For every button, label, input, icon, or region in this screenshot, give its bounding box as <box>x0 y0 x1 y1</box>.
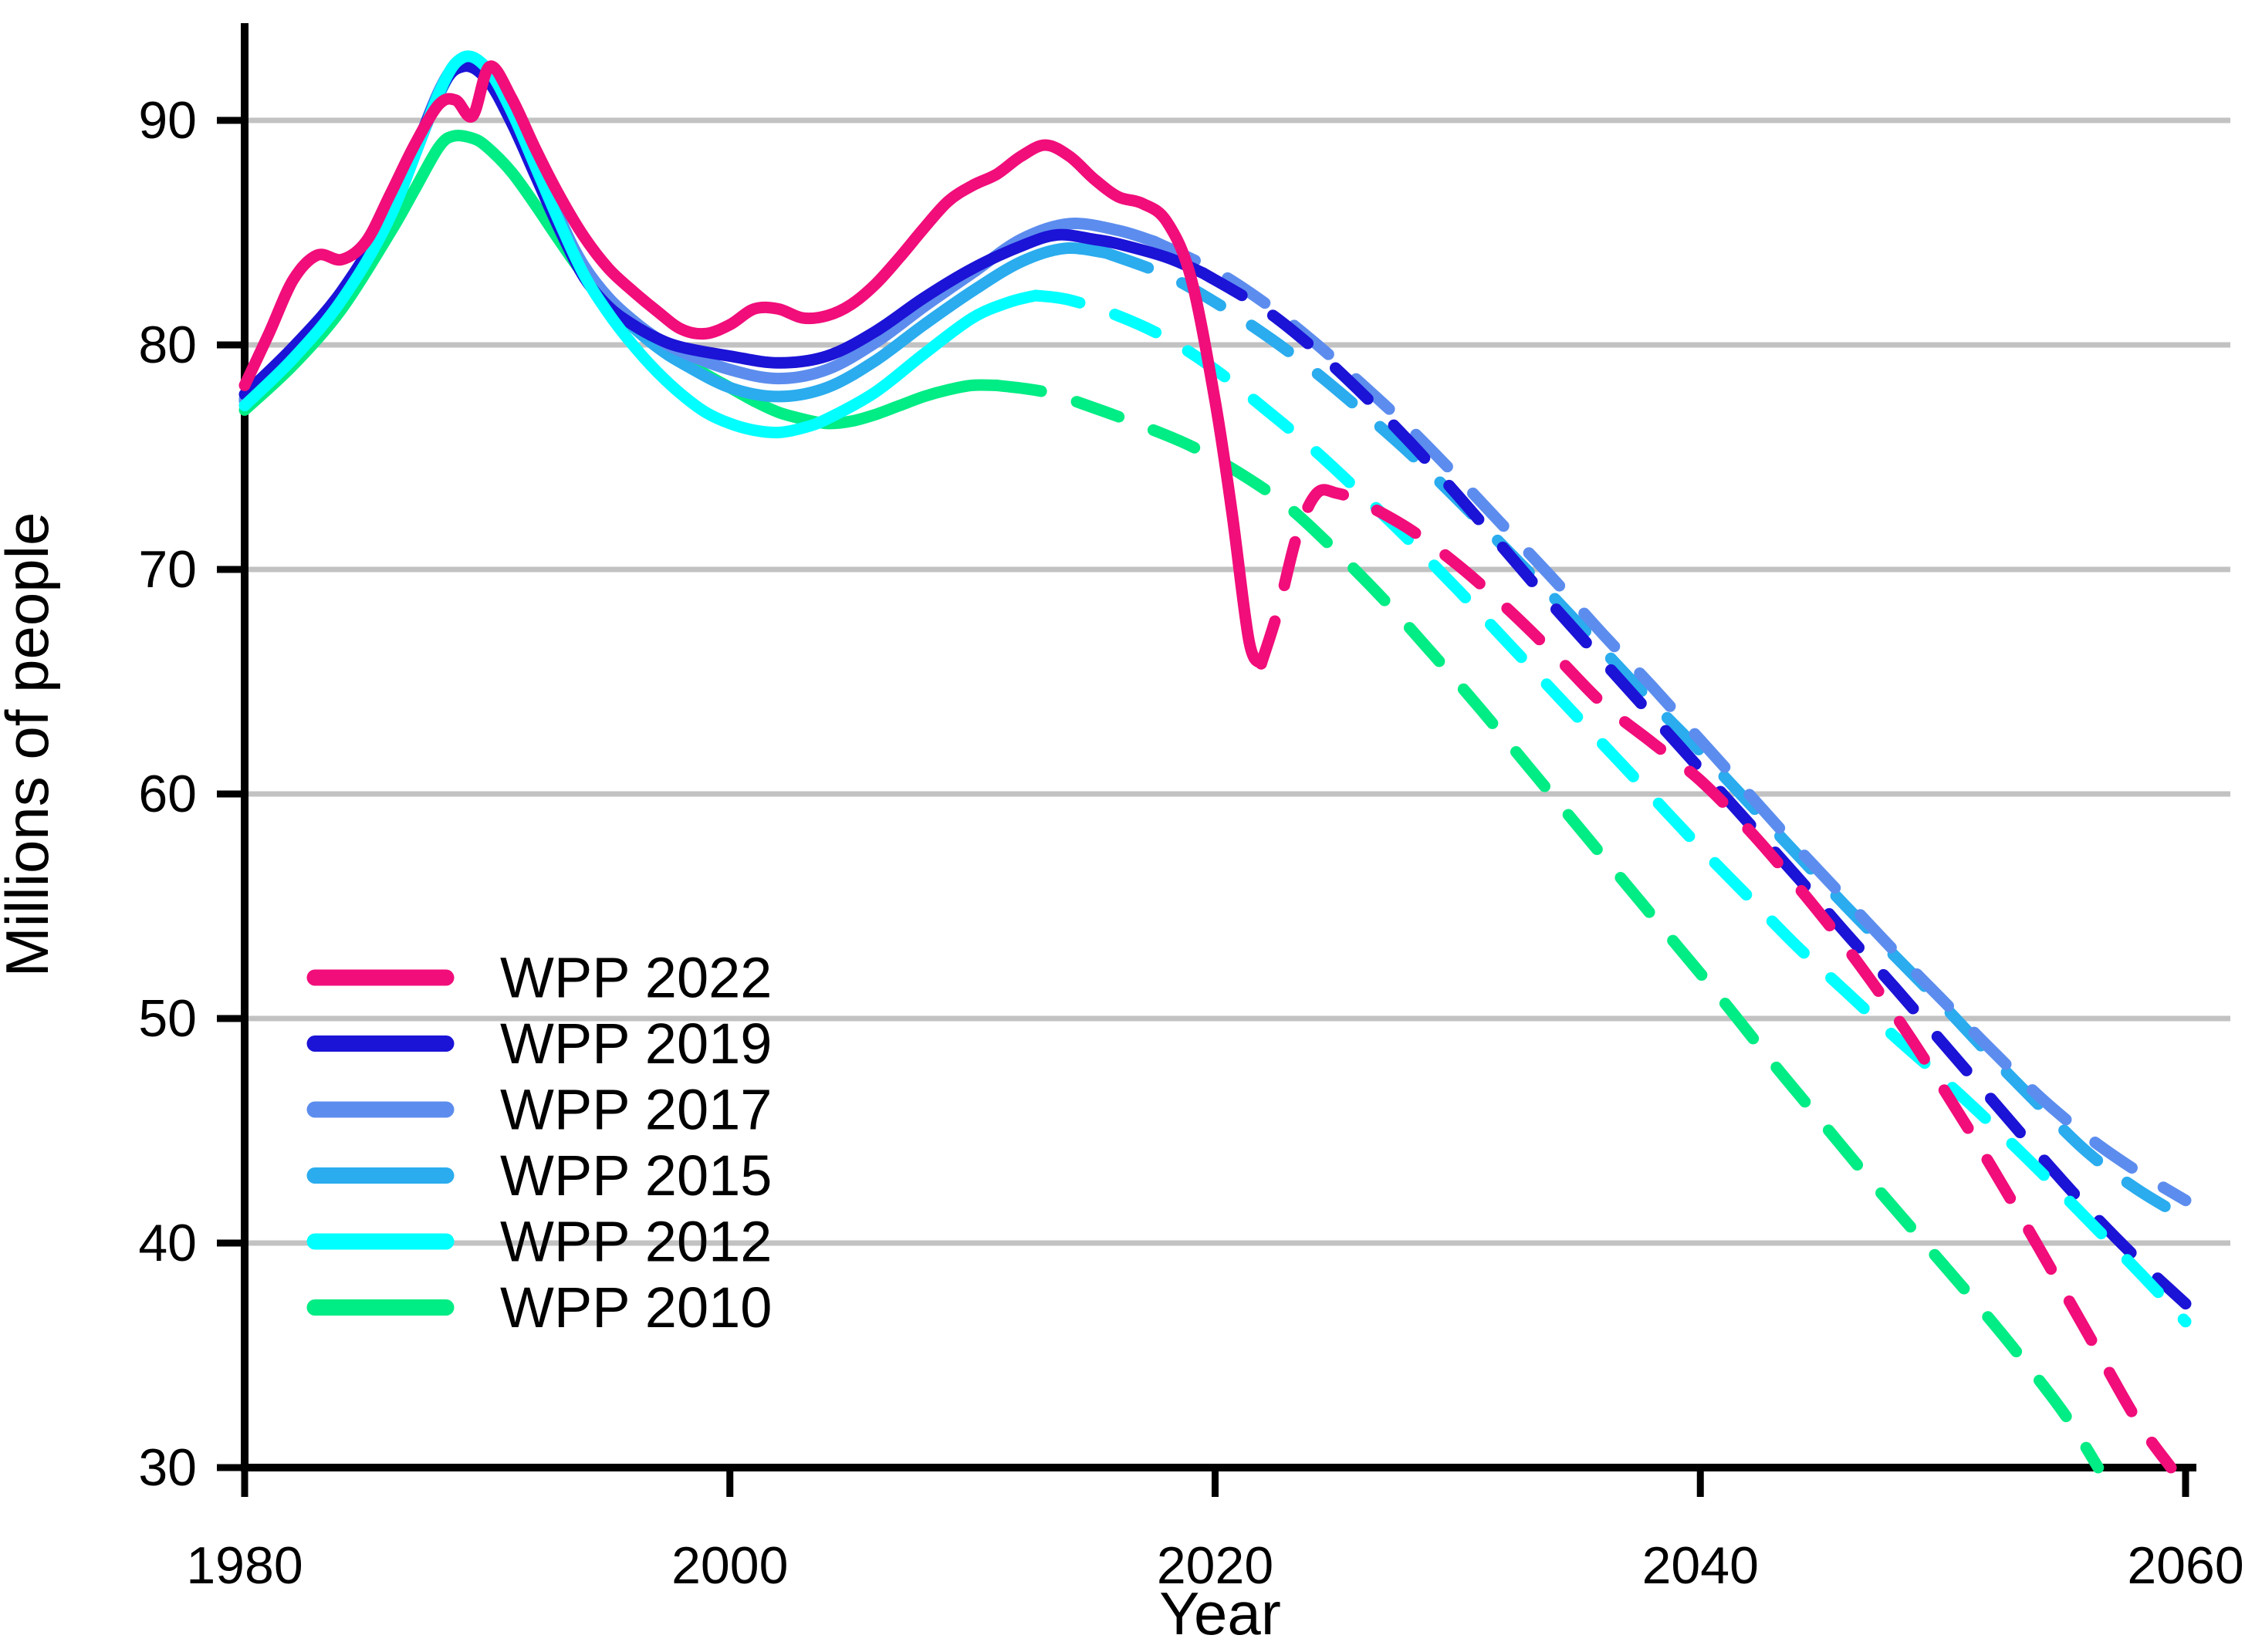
y-tick-label-90: 90 <box>138 91 197 150</box>
x-tick-label-1980: 1980 <box>186 1536 303 1595</box>
y-tick-label-70: 70 <box>138 540 197 599</box>
x-tick-label-2000: 2000 <box>671 1536 788 1595</box>
legend-label-wpp-2019: WPP 2019 <box>500 1012 772 1076</box>
series-lines <box>238 50 2192 1474</box>
x-tick-label-2040: 2040 <box>1642 1536 1759 1595</box>
y-tick-label-50: 50 <box>138 989 197 1048</box>
y-axis-title: Millions of people <box>0 512 61 978</box>
legend-item-wpp-2017: WPP 2017 <box>306 1078 772 1142</box>
series-wpp-2010-projection <box>991 379 2105 1474</box>
series-wpp-2017-projection <box>1148 235 2192 1207</box>
x-axis-title: Year <box>1159 1579 1281 1647</box>
axes: 30 40 50 60 70 80 90 1980 2000 2020 2040 2060 <box>138 23 2244 1595</box>
x-tick-label-2060: 2060 <box>2127 1536 2243 1595</box>
legend-label-wpp-2015: WPP 2015 <box>500 1144 772 1208</box>
series-wpp-2022-projection <box>1255 484 2177 1474</box>
legend-item-wpp-2010: WPP 2010 <box>306 1275 772 1340</box>
legend-item-wpp-2019: WPP 2019 <box>306 1012 772 1076</box>
series-wpp-2022-estimates <box>238 60 1267 670</box>
legend-label-wpp-2012: WPP 2012 <box>500 1210 772 1274</box>
legend-label-wpp-2022: WPP 2022 <box>500 946 772 1010</box>
legend-item-wpp-2015: WPP 2015 <box>306 1144 772 1208</box>
legend-label-wpp-2010: WPP 2010 <box>500 1275 772 1340</box>
legend-item-wpp-2012: WPP 2012 <box>306 1210 772 1274</box>
x-axis-ticks: 1980 2000 2020 2040 2060 <box>186 1468 2244 1595</box>
series-wpp-2012-projection <box>1030 289 2192 1328</box>
legend-label-wpp-2017: WPP 2017 <box>500 1078 772 1142</box>
y-tick-label-80: 80 <box>138 316 197 374</box>
y-tick-label-30: 30 <box>138 1438 197 1497</box>
y-tick-label-60: 60 <box>138 765 197 823</box>
y-axis-ticks: 30 40 50 60 70 80 90 <box>138 91 245 1497</box>
gridlines <box>245 117 2230 1246</box>
legend-item-wpp-2022: WPP 2022 <box>306 946 772 1010</box>
y-tick-label-40: 40 <box>138 1214 197 1272</box>
x-tick-label-2020: 2020 <box>1157 1536 1273 1595</box>
series-wpp-2019-projection <box>1197 267 2192 1310</box>
